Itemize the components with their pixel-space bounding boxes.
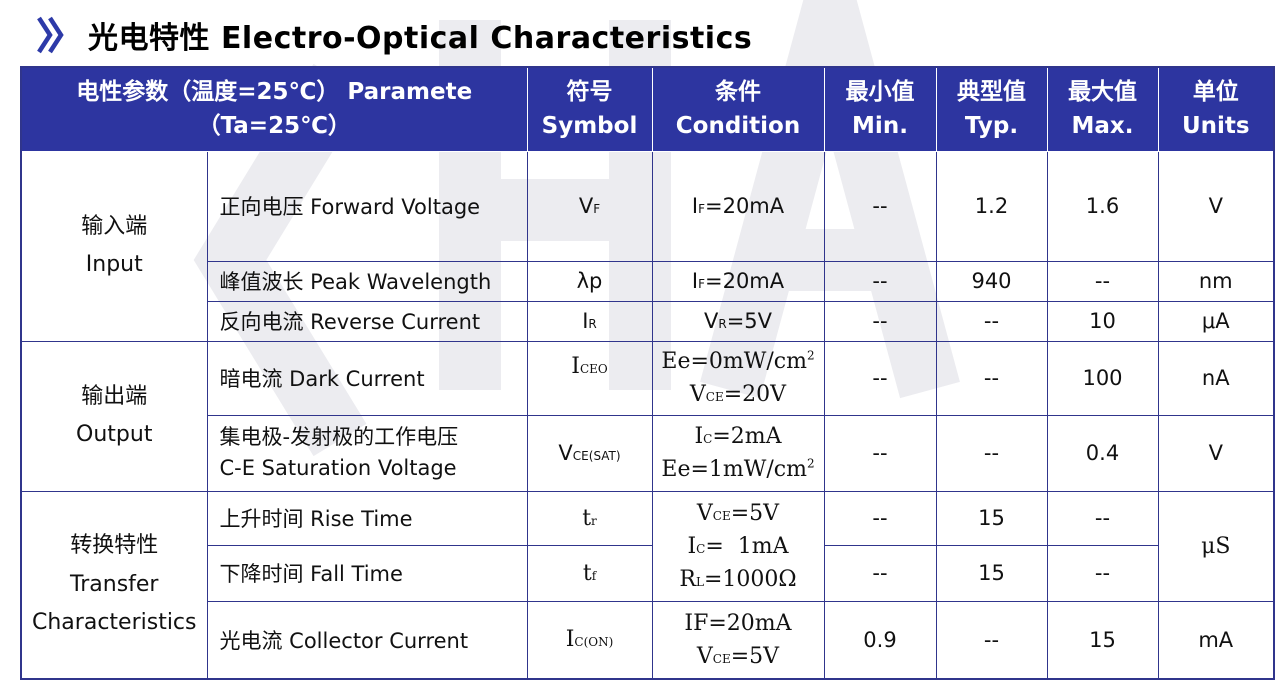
typ-fall-time: 15 xyxy=(935,544,1048,602)
min-peak-wavelength: -- xyxy=(823,260,937,302)
param-fall-time: 下降时间 Fall Time xyxy=(206,544,528,602)
condition-dark-current: Ee=0mW/cm2 VCE=20V xyxy=(651,340,825,416)
max-reverse-current: 10 xyxy=(1046,300,1159,342)
max-collector-current: 15 xyxy=(1046,600,1159,680)
param-rise-time: 上升时间 Rise Time xyxy=(206,490,528,546)
max-peak-wavelength: -- xyxy=(1046,260,1159,302)
symbol-forward-voltage: VF xyxy=(526,150,653,262)
symbol-peak-wavelength: λp xyxy=(526,260,653,302)
table-row-forward-voltage: 输入端 Input 正向电压 Forward Voltage VF IF=20m… xyxy=(20,150,1275,342)
header-min: 最小值 Min. xyxy=(823,66,937,152)
param-reverse-current: 反向电流 Reverse Current xyxy=(206,300,528,342)
table-row-collector-current: 光电流 Collector Current IC(ON) IF=20mA VCE… xyxy=(21,600,1275,680)
min-collector-current: 0.9 xyxy=(823,600,937,680)
condition-forward-voltage: IF=20mA xyxy=(651,150,825,262)
unit-peak-wavelength: nm xyxy=(1157,260,1275,302)
param-collector-current: 光电流 Collector Current xyxy=(206,600,528,680)
unit-switching: μS xyxy=(1157,490,1275,602)
condition-peak-wavelength: IF=20mA xyxy=(651,260,825,302)
min-rise-time: -- xyxy=(823,490,937,546)
symbol-dark-current: ICEO xyxy=(526,340,653,416)
symbol-fall-time: tf xyxy=(526,544,653,602)
unit-saturation-voltage: V xyxy=(1157,414,1275,492)
unit-forward-voltage: V xyxy=(1157,150,1275,262)
table-row-peak-wavelength: 峰值波长 Peak Wavelength λp IF=20mA -- 940 -… xyxy=(21,260,1275,302)
max-saturation-voltage: 0.4 xyxy=(1046,414,1159,492)
typ-peak-wavelength: 940 xyxy=(935,260,1048,302)
table-row-reverse-current: 反向电流 Reverse Current IR VR=5V -- -- 10 μ… xyxy=(21,300,1275,342)
min-dark-current: -- xyxy=(823,340,937,416)
param-forward-voltage: 正向电压 Forward Voltage xyxy=(206,150,528,262)
condition-collector-current: IF=20mA VCE=5V xyxy=(651,600,825,680)
condition-reverse-current: VR=5V xyxy=(651,300,825,342)
param-peak-wavelength: 峰值波长 Peak Wavelength xyxy=(206,260,528,302)
typ-dark-current: -- xyxy=(935,340,1048,416)
group-output: 输出端 Output xyxy=(20,340,208,492)
double-chevron-right-icon xyxy=(37,16,64,54)
min-reverse-current: -- xyxy=(823,300,937,342)
table-row-saturation-voltage: 集电极-发射极的工作电压 C-E Saturation Voltage VCE(… xyxy=(21,414,1275,492)
header-max: 最大值 Max. xyxy=(1046,66,1159,152)
symbol-reverse-current: IR xyxy=(526,300,653,342)
typ-rise-time: 15 xyxy=(935,490,1048,546)
typ-saturation-voltage: -- xyxy=(935,414,1048,492)
unit-dark-current: nA xyxy=(1157,340,1275,416)
max-forward-voltage: 1.6 xyxy=(1046,150,1159,262)
table-row-rise-time: 转换特性 Transfer Characteristics 上升时间 Rise … xyxy=(20,490,1275,680)
symbol-saturation-voltage: VCE(SAT) xyxy=(526,414,653,492)
electro-optical-table-container: 电性参数（温度=25℃） Paramete（Ta=25℃） 符号 Symbol … xyxy=(20,66,1275,680)
condition-switching: VCE=5V IC= 1mA RL=1000Ω xyxy=(651,490,825,602)
table-row-dark-current: 输出端 Output 暗电流 Dark Current ICEO Ee=0mW/… xyxy=(20,340,1275,492)
param-dark-current: 暗电流 Dark Current xyxy=(206,340,528,416)
table-header-row: 电性参数（温度=25℃） Paramete（Ta=25℃） 符号 Symbol … xyxy=(20,66,1275,152)
unit-reverse-current: μA xyxy=(1157,300,1275,342)
header-typ: 典型值 Typ. xyxy=(935,66,1048,152)
typ-collector-current: -- xyxy=(935,600,1048,680)
min-forward-voltage: -- xyxy=(823,150,937,262)
section-title: 光电特性 Electro-Optical Characteristics xyxy=(88,21,753,56)
min-fall-time: -- xyxy=(823,544,937,602)
header-condition: 条件 Condition xyxy=(651,66,825,152)
section-heading: 光电特性 Electro-Optical Characteristics xyxy=(36,10,752,60)
table-row-fall-time: 下降时间 Fall Time tf -- 15 -- xyxy=(21,544,1274,602)
header-symbol: 符号 Symbol xyxy=(526,66,653,152)
typ-forward-voltage: 1.2 xyxy=(935,150,1048,262)
unit-collector-current: mA xyxy=(1157,600,1275,680)
param-saturation-voltage: 集电极-发射极的工作电压 C-E Saturation Voltage xyxy=(206,414,528,492)
max-dark-current: 100 xyxy=(1046,340,1159,416)
group-transfer: 转换特性 Transfer Characteristics xyxy=(20,490,208,680)
symbol-collector-current: IC(ON) xyxy=(526,600,653,680)
header-parameter: 电性参数（温度=25℃） Paramete（Ta=25℃） xyxy=(20,66,528,152)
electro-optical-table: 电性参数（温度=25℃） Paramete（Ta=25℃） 符号 Symbol … xyxy=(20,66,1275,680)
header-units: 单位 Units xyxy=(1157,66,1275,152)
condition-saturation-voltage: IC=2mA Ee=1mW/cm2 xyxy=(651,414,825,492)
max-fall-time: -- xyxy=(1046,544,1159,602)
group-input: 输入端 Input xyxy=(20,150,208,342)
typ-reverse-current: -- xyxy=(935,300,1048,342)
min-saturation-voltage: -- xyxy=(823,414,937,492)
symbol-rise-time: tr xyxy=(526,490,653,546)
max-rise-time: -- xyxy=(1046,490,1159,546)
